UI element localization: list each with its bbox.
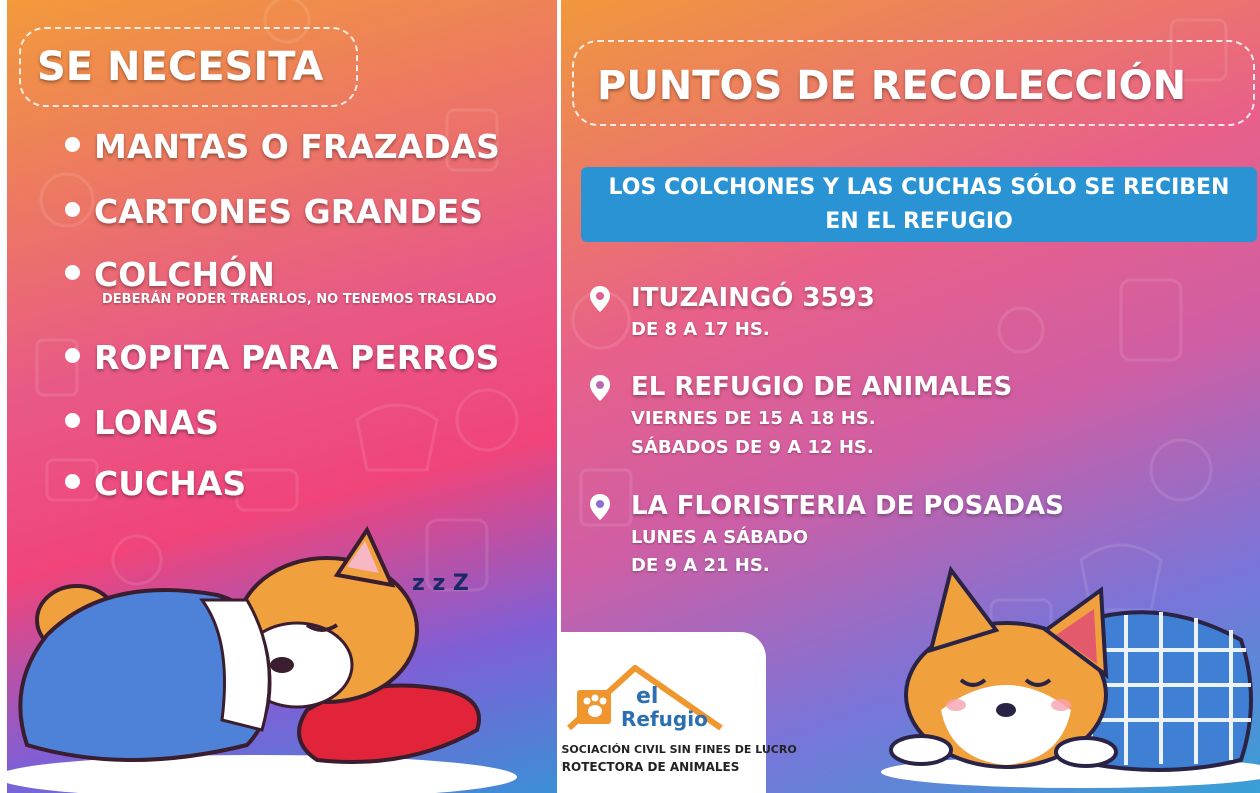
- paw-icon: [889, 734, 953, 766]
- bullet-icon: [65, 348, 80, 363]
- need-item-cuchas: CUCHAS: [65, 464, 246, 503]
- dog-nose-icon: [270, 657, 294, 673]
- bullet-icon: [65, 202, 80, 217]
- org-line-2: PROTECTORA DE ANIMALES: [561, 760, 740, 774]
- location-name: EL REFUGIO DE ANIMALES: [631, 372, 1013, 402]
- need-item-cartones: CARTONES GRANDES: [65, 192, 483, 231]
- banner-line-1: LOS COLCHONES Y LAS CUCHAS SÓLO SE RECIB…: [608, 175, 1230, 200]
- location-name: ITUZAINGÓ 3593: [631, 283, 875, 313]
- location-hours: DE 8 A 17 HS.: [631, 319, 770, 340]
- location-hours: SÁBADOS DE 9 A 12 HS.: [631, 437, 874, 458]
- need-label: MANTAS O FRAZADAS: [94, 127, 500, 166]
- bullet-icon: [65, 474, 80, 489]
- location-hours: LUNES A SÁBADO: [631, 527, 809, 548]
- need-item-lonas: LONAS: [65, 403, 219, 442]
- bullet-icon: [65, 137, 80, 152]
- banner-line-2: EN EL REFUGIO: [825, 209, 1013, 234]
- bullet-icon: [65, 413, 80, 428]
- map-pin-icon: [590, 286, 610, 312]
- collection-heading: PUNTOS DE RECOLECCIÓN: [597, 63, 1187, 109]
- map-pin-icon: [590, 494, 610, 520]
- location-refugio: EL REFUGIO DE ANIMALES VIERNES DE 15 A 1…: [589, 372, 1189, 464]
- location-ituzaingo: ITUZAINGÓ 3593 DE 8 A 17 HS.: [589, 283, 1189, 343]
- closed-eye-icon: [1024, 678, 1052, 687]
- house-roof-icon: [566, 665, 723, 730]
- need-label: COLCHÓN: [94, 255, 275, 294]
- heading-frame: [19, 27, 358, 107]
- corgi-ear-left-icon: [928, 565, 1000, 653]
- heading-frame: [572, 40, 1255, 126]
- closed-eye-icon: [305, 623, 339, 632]
- location-floristeria: LA FLORISTERIA DE POSADAS LUNES A SÁBADO…: [589, 491, 1189, 583]
- location-hours: VIERNES DE 15 A 18 HS.: [631, 408, 876, 429]
- logo-word-el: el: [636, 684, 659, 709]
- sleep-z-text: z z Z: [412, 571, 469, 596]
- pet-items-pattern: [35, 0, 519, 592]
- collection-points-panel: PUNTOS DE RECOLECCIÓN LOS COLCHONES Y LA…: [561, 0, 1260, 793]
- bullet-icon: [65, 265, 80, 280]
- sleeping-dog-illustration: z z Z: [7, 525, 517, 793]
- el-refugio-logo-card: el Refugio ASOCIACIÓN CIVIL SIN FINES DE…: [561, 632, 797, 793]
- closed-eye-icon: [959, 678, 987, 687]
- paw-icon: [1054, 736, 1118, 768]
- location-name: LA FLORISTERIA DE POSADAS: [631, 491, 1064, 521]
- need-label: ROPITA PARA PERROS: [94, 338, 500, 377]
- org-line-1: ASOCIACIÓN CIVIL SIN FINES DE LUCRO: [561, 743, 797, 756]
- location-hours: DE 9 A 21 HS.: [631, 555, 770, 576]
- ground-shadow: [7, 755, 517, 793]
- corgi-nose-icon: [996, 703, 1016, 717]
- colchon-note: DEBERÁN PODER TRAERLOS, NO TENEMOS TRASL…: [102, 292, 497, 307]
- map-pin-icon: [590, 375, 610, 401]
- needs-panel: SE NECESITA MANTAS O FRAZADAS CARTONES G…: [7, 0, 557, 793]
- need-item-colchon: COLCHÓN: [65, 255, 275, 294]
- corgi-under-blanket-illustration: [881, 565, 1260, 788]
- need-item-mantas: MANTAS O FRAZADAS: [65, 127, 500, 166]
- need-item-ropita: ROPITA PARA PERROS: [65, 338, 499, 377]
- need-label: LONAS: [94, 403, 219, 442]
- need-label: CARTONES GRANDES: [94, 192, 484, 231]
- needs-heading: SE NECESITA: [37, 44, 324, 90]
- need-label: CUCHAS: [94, 464, 247, 503]
- logo-word-refugio: Refugio: [621, 707, 708, 731]
- notice-banner: LOS COLCHONES Y LAS CUCHAS SÓLO SE RECIB…: [581, 167, 1257, 242]
